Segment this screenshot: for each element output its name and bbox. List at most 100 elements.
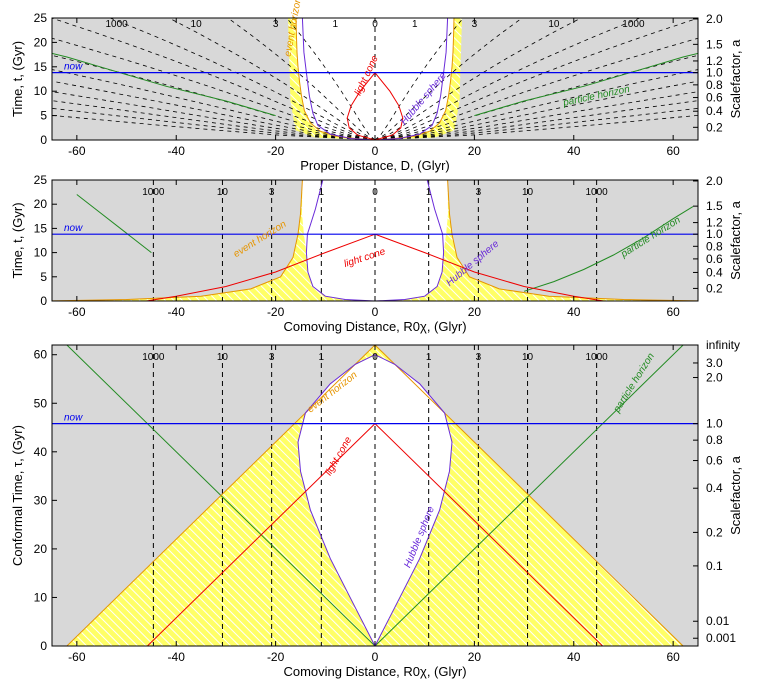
x-tick-label: 0	[372, 144, 379, 158]
redshift-label: 1	[319, 187, 325, 198]
worldline-label: 0	[372, 19, 378, 30]
worldline-right	[374, 100, 698, 140]
scalefactor-tick-label: 0.8	[706, 433, 723, 447]
x-tick-label: -20	[267, 144, 285, 158]
light-cone-left	[146, 233, 376, 301]
worldline-right	[374, 18, 640, 140]
y-axis-label: Time, t, (Gyr)	[10, 41, 25, 117]
scalefactor-tick-label: 2.0	[706, 371, 723, 385]
redshift-label: 0	[372, 352, 378, 363]
hubble-sphere-right	[374, 354, 453, 646]
redshift-label: 0	[372, 187, 378, 198]
scalefactor-tick-label: 0.4	[706, 481, 723, 495]
x-tick-label: 20	[468, 305, 482, 319]
inner-region	[302, 180, 448, 301]
worldline-right	[374, 18, 698, 140]
scalefactor-tick-label: 0.2	[706, 120, 723, 134]
worldline-label: 1000	[622, 19, 645, 30]
hatch-region-left	[52, 180, 375, 301]
y-axis-label-right: Scalefactor, a	[728, 200, 743, 280]
light-cone-right	[374, 233, 604, 301]
scalefactor-tick-label: 1.0	[706, 227, 723, 241]
scalefactor-tick-label: 1.0	[706, 417, 723, 431]
y-tick-label: 0	[40, 294, 47, 308]
scalefactor-tick-label: 0.6	[706, 454, 723, 468]
redshift-label: 1000	[142, 352, 165, 363]
particle-horizon-right	[523, 206, 694, 292]
x-tick-label: -20	[267, 650, 285, 664]
y-tick-label: 30	[34, 493, 48, 507]
worldline-right	[374, 54, 698, 140]
scalefactor-tick-label: 0.001	[706, 631, 736, 645]
redshift-label: 3	[476, 352, 482, 363]
worldline-left	[52, 54, 376, 140]
now-label: now	[64, 223, 83, 234]
now-label: now	[64, 413, 83, 424]
redshift-label: 1000	[586, 187, 609, 198]
event-horizon-right	[374, 345, 684, 646]
hubble-sphere-right	[374, 180, 445, 301]
hubble-sphere-right	[374, 18, 449, 140]
worldline-label: 3	[273, 19, 279, 30]
worldline-left	[52, 69, 376, 140]
redshift-label: 10	[217, 352, 229, 363]
x-tick-label: -40	[168, 650, 186, 664]
worldline-right	[374, 18, 464, 140]
y-tick-label: 25	[34, 173, 48, 187]
worldline-right	[374, 69, 698, 140]
x-tick-label: 20	[468, 144, 482, 158]
inner-region	[296, 18, 454, 140]
y-tick-label: 0	[40, 639, 47, 653]
y-tick-label: 10	[34, 246, 48, 260]
y-tick-label: 15	[34, 221, 48, 235]
plot-area	[52, 345, 698, 646]
worldline-right	[374, 18, 523, 140]
redshift-label: 10	[522, 352, 534, 363]
redshift-label: 10	[217, 187, 229, 198]
light-cone-left	[346, 72, 376, 140]
scalefactor-tick-label: 1.5	[706, 37, 723, 51]
x-axis-label: Comoving Distance, R0χ, (Glyr)	[283, 319, 466, 334]
scalefactor-tick-label: 0.4	[706, 104, 723, 118]
x-tick-label: -60	[68, 305, 86, 319]
y-axis-label-right: Scalefactor, a	[728, 455, 743, 535]
x-tick-label: -60	[68, 144, 86, 158]
particle-horizon-left	[76, 194, 152, 253]
y-tick-label: 10	[34, 590, 48, 604]
y-axis-label-right: Scalefactor, a	[728, 39, 743, 119]
hatch-region-right	[375, 18, 462, 140]
x-tick-label: -40	[168, 305, 186, 319]
scalefactor-tick-label: infinity	[706, 338, 740, 352]
x-tick-label: 60	[666, 144, 680, 158]
x-axis-label: Comoving Distance, R0χ, (Glyr)	[283, 664, 466, 679]
event-horizon-right	[447, 180, 698, 301]
y-tick-label: 15	[34, 60, 48, 74]
y-tick-label: 5	[40, 109, 47, 123]
worldline-left	[286, 18, 376, 140]
redshift-label: 1000	[586, 352, 609, 363]
redshift-label: 1	[426, 352, 432, 363]
redshift-label: 3	[269, 187, 275, 198]
redshift-label: 3	[476, 187, 482, 198]
worldline-right	[374, 107, 698, 140]
scalefactor-tick-label: 1.2	[706, 216, 723, 230]
scalefactor-tick-label: 3.0	[706, 356, 723, 370]
redshift-label: 1	[319, 352, 325, 363]
y-tick-label: 20	[34, 35, 48, 49]
x-tick-label: 0	[372, 650, 379, 664]
worldline-label: 10	[548, 19, 560, 30]
scalefactor-tick-label: 0.01	[706, 614, 730, 628]
worldline-label: 1	[332, 19, 338, 30]
x-tick-label: -20	[267, 305, 285, 319]
y-tick-label: 50	[34, 396, 48, 410]
worldline-label: 1	[412, 19, 418, 30]
scalefactor-tick-label: 0.8	[706, 78, 723, 92]
light-cone-right	[374, 423, 603, 646]
scalefactor-tick-label: 0.6	[706, 252, 723, 266]
worldline-left	[52, 100, 376, 140]
hubble-sphere-left	[301, 18, 376, 140]
y-tick-label: 10	[34, 84, 48, 98]
y-tick-label: 0	[40, 133, 47, 147]
